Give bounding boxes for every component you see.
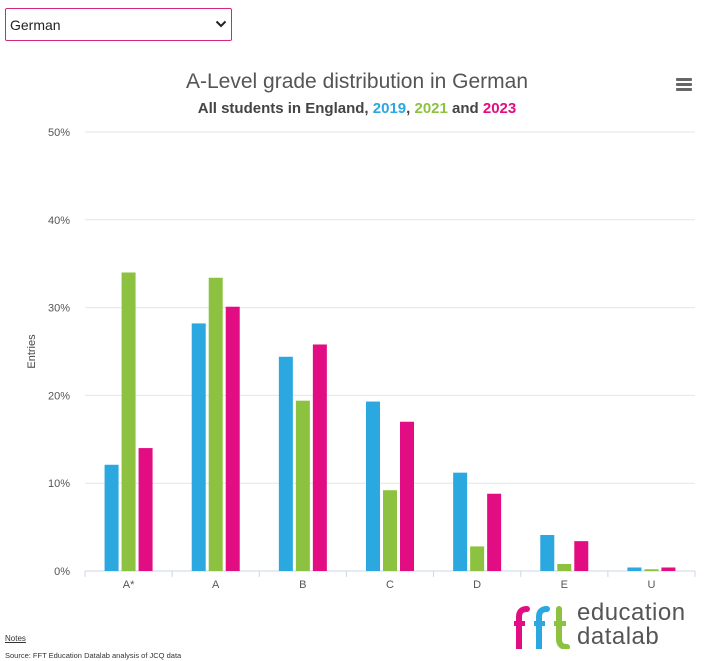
bar-2019-U[interactable] (627, 567, 642, 571)
x-tick-label: A* (123, 579, 135, 591)
bar-chart: A-Level grade distribution in German All … (26, 70, 696, 591)
bar-2019-A[interactable] (191, 323, 206, 571)
bar-2021-B[interactable] (295, 400, 310, 571)
fft-education-datalab-logo: education datalab (513, 599, 703, 652)
bar-2023-C[interactable] (400, 421, 414, 571)
bar-2019-E[interactable] (540, 535, 555, 571)
bar-2021-E[interactable] (557, 563, 572, 571)
x-tick-label: C (386, 579, 394, 591)
y-tick-label: 0% (54, 566, 70, 578)
bar-2023-D[interactable] (487, 493, 502, 571)
bar-2021-D[interactable] (470, 546, 485, 571)
bar-2021-U[interactable] (644, 569, 659, 571)
subject-select-value: German (10, 17, 61, 33)
y-tick-label: 20% (48, 390, 70, 402)
bar-2019-C[interactable] (366, 401, 380, 571)
y-tick-label: 50% (48, 127, 70, 139)
chart-subtitle-part: All students in England, (198, 100, 373, 117)
chart-subtitle-part: and (448, 100, 483, 117)
y-tick-label: 30% (48, 303, 70, 315)
logo-text-lab: lab (625, 623, 660, 650)
chart-menu-button[interactable] (676, 78, 692, 92)
bar-2021-A*[interactable] (121, 272, 136, 571)
x-tick-label: A (212, 579, 220, 591)
chart-subtitle-part: 2019 (373, 100, 406, 117)
bar-2019-D[interactable] (453, 472, 468, 571)
y-tick-label: 40% (48, 215, 70, 227)
hamburger-menu-icon (676, 78, 692, 81)
bar-2021-C[interactable] (383, 490, 397, 571)
notes-link[interactable]: Notes (5, 634, 26, 643)
bar-2021-A[interactable] (208, 277, 223, 571)
chevron-down-icon (215, 20, 227, 28)
bar-2023-B[interactable] (312, 344, 327, 571)
x-tick-label: D (473, 579, 481, 591)
bar-2019-A*[interactable] (104, 464, 119, 571)
chart-title: A-Level grade distribution in German (186, 70, 528, 93)
subject-select[interactable]: German (5, 8, 232, 41)
x-tick-label: U (647, 579, 655, 591)
x-tick-label: B (299, 579, 306, 591)
fft-logo-mark (514, 606, 570, 649)
chart-subtitle-part: 2023 (483, 100, 516, 117)
y-tick-label: 10% (48, 478, 70, 490)
source-text: Source: FFT Education Datalab analysis o… (5, 651, 182, 660)
chart-subtitle-part: 2021 (414, 100, 447, 117)
bar-2023-E[interactable] (574, 541, 589, 571)
x-tick-label: E (561, 579, 568, 591)
bar-2023-A[interactable] (225, 306, 240, 571)
bar-2023-U[interactable] (661, 567, 676, 571)
bar-2019-B[interactable] (278, 356, 293, 571)
bar-2023-A*[interactable] (138, 448, 153, 571)
y-axis-title: Entries (26, 334, 38, 369)
logo-text-data: data (577, 623, 626, 650)
chart-subtitle: All students in England, 2019, 2021 and … (198, 100, 517, 117)
logo-text-education: education (577, 599, 686, 626)
chart-subtitle-part: , (406, 100, 414, 117)
